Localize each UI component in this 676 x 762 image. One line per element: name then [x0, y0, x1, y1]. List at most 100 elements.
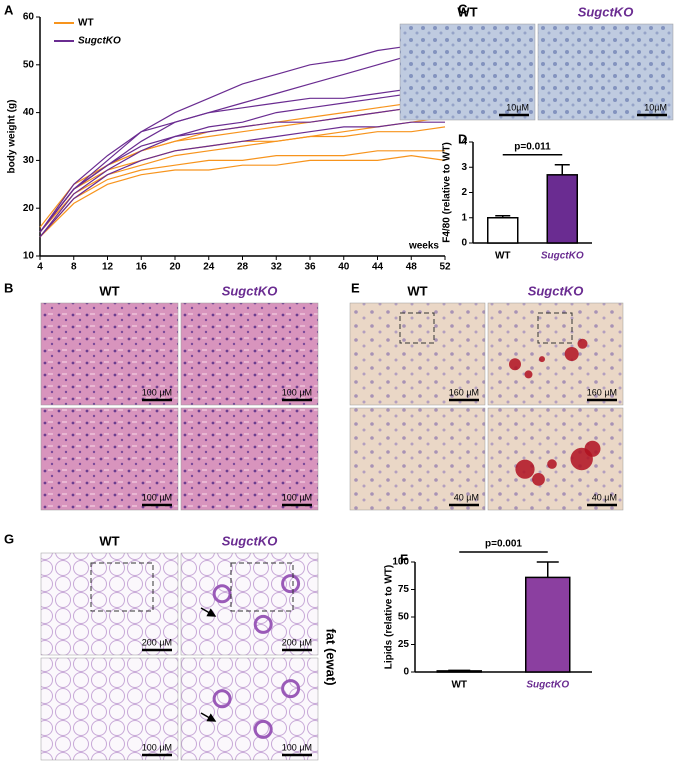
crown-structure: [253, 614, 273, 634]
column-label: SugctKO: [222, 533, 278, 548]
scale-label: 100 µM: [282, 742, 312, 752]
scale-label: 100 µM: [282, 387, 312, 397]
legend-label: SugctKO: [78, 36, 121, 47]
y-tick-label: 50: [398, 612, 410, 623]
y-tick-label: 30: [23, 155, 35, 166]
error-bar: [536, 561, 559, 578]
scale-label: 100 µM: [142, 742, 172, 752]
scale-label: 10µM: [506, 102, 529, 112]
bar: [546, 174, 578, 244]
y-tick-label: 3: [461, 162, 467, 173]
column-label: WT: [99, 533, 119, 548]
zoom-box: [399, 312, 435, 344]
x-tick-label: 4: [37, 262, 43, 273]
micrograph: [40, 302, 179, 406]
micrograph: [180, 657, 319, 761]
line: [39, 88, 446, 238]
lipid-droplet: [547, 459, 557, 469]
panel-letter: A: [4, 2, 14, 17]
scale-label: 40 µM: [454, 492, 479, 502]
x-tick-label: WT: [451, 680, 467, 691]
y-tick-label: 50: [23, 59, 35, 70]
crown-structure: [212, 584, 232, 604]
panel-letter: B: [4, 280, 13, 295]
scale-label: 100 µM: [142, 492, 172, 502]
arrow: [200, 712, 217, 722]
lipid-droplet: [524, 370, 533, 379]
micrograph: [487, 302, 624, 406]
x-tick-label: SugctKO: [526, 680, 569, 691]
micrograph: [487, 407, 624, 511]
line: [39, 121, 445, 238]
line: [39, 150, 445, 238]
scale-label: 160 µM: [587, 387, 617, 397]
lipid-droplet: [577, 338, 588, 349]
scale-label: 100 µM: [282, 492, 312, 502]
lipid-droplet: [515, 459, 535, 479]
micrograph: [180, 407, 319, 511]
panel-letter: C: [458, 1, 468, 16]
y-tick-label: 1: [461, 212, 467, 223]
p-value: p=0.001: [485, 539, 522, 550]
y-tick-label: 20: [23, 203, 35, 214]
micrograph: [40, 657, 179, 761]
lipid-droplet: [509, 358, 521, 371]
scale-label: 160 µM: [449, 387, 479, 397]
x-tick-label: 36: [304, 262, 316, 273]
y-axis-label: F4/80 (relative to WT): [442, 142, 453, 243]
line: [39, 40, 446, 233]
zoom-box: [537, 312, 573, 344]
column-label: WT: [99, 283, 119, 298]
x-tick-label: 32: [271, 262, 283, 273]
p-value: p=0.011: [514, 141, 551, 152]
line: [39, 69, 446, 233]
line: [39, 154, 446, 238]
panel-letter: F: [400, 551, 408, 566]
bar: [525, 576, 571, 673]
x-tick-label: 24: [203, 262, 215, 273]
y-tick-label: 0: [461, 238, 467, 249]
y-tick-label: 75: [398, 584, 410, 595]
x-tick-label: 8: [71, 262, 77, 273]
y-tick-label: 4: [461, 137, 467, 148]
column-label: SugctKO: [578, 4, 634, 19]
error-bar: [495, 214, 511, 218]
arrow: [200, 607, 217, 617]
micrograph: [180, 302, 319, 406]
column-label: SugctKO: [528, 283, 584, 298]
lipid-droplet: [564, 347, 579, 361]
scale-label: 10µM: [644, 102, 667, 112]
micrograph: [40, 407, 179, 511]
scale-label: 200 µM: [282, 637, 312, 647]
crown-structure: [281, 679, 301, 699]
x-tick-label: SugctKO: [541, 251, 584, 262]
zoom-box: [90, 562, 154, 612]
x-tick-label: WT: [495, 251, 511, 262]
column-label: SugctKO: [222, 283, 278, 298]
line: [39, 102, 446, 233]
lipid-droplet: [532, 473, 545, 486]
crown-structure: [253, 719, 273, 739]
line: [39, 30, 446, 233]
panel-letter: E: [351, 280, 360, 295]
x-tick-label: 28: [237, 262, 249, 273]
x-tick-label: 12: [102, 262, 114, 273]
column-label: WT: [457, 4, 477, 19]
y-tick-label: 10: [23, 251, 35, 262]
line: [39, 92, 446, 233]
x-axis-label: weeks: [408, 241, 439, 252]
lipid-droplet: [539, 356, 545, 363]
y-tick-label: 2: [461, 187, 467, 198]
scale-label: 100 µM: [142, 387, 172, 397]
x-tick-label: 44: [372, 262, 384, 273]
bar: [487, 217, 519, 244]
side-label: fat (ewat): [324, 628, 339, 685]
y-axis-label: body weight (g): [7, 100, 18, 174]
micrograph: [399, 23, 536, 121]
zoom-box: [230, 562, 294, 612]
lipid-droplet: [570, 447, 593, 471]
x-tick-label: 16: [136, 262, 148, 273]
scale-label: 200 µM: [142, 637, 172, 647]
panel-letter: D: [458, 131, 467, 146]
